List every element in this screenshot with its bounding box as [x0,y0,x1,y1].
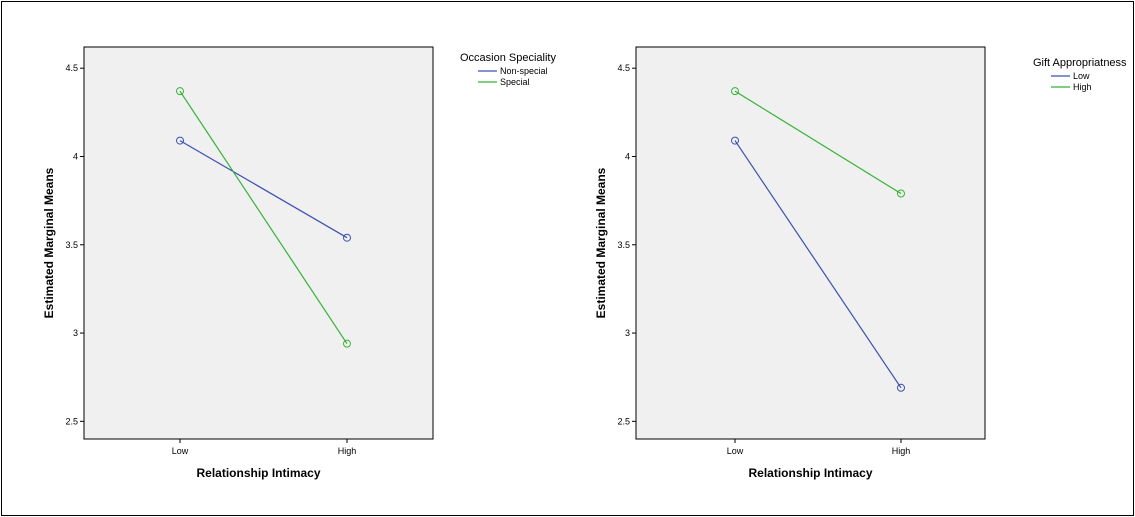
legend-label: Non-special [500,66,548,76]
data-point [731,87,739,96]
legend-title: Gift Appropriatness [1033,57,1127,69]
data-point [343,339,351,348]
y-axis-title: Estimated Marginal Means [42,167,56,318]
y-tick-label: 3.5 [617,240,630,250]
y-tick-label: 3 [73,328,78,338]
legend-label: Low [1073,71,1090,81]
y-tick-label: 2.5 [617,416,630,426]
data-point [176,87,184,96]
series-line-0 [179,140,348,239]
x-tick-label: Low [172,446,189,456]
series-line-0 [734,140,902,389]
y-tick-label: 4 [625,151,630,161]
x-axis-title: Relationship Intimacy [748,466,872,480]
series-line-1 [179,90,348,344]
x-tick-label: Low [727,446,744,456]
data-point [176,136,184,145]
chart-occasion-speciality: 2.5 3 3.5 4 4.5 Low High Relationship Intimacy E… [42,46,556,480]
data-point [343,233,351,242]
legend-label: High [1073,82,1092,92]
y-tick-label: 3 [625,328,630,338]
y-tick-label: 2.5 [65,416,78,426]
series-line-1 [734,90,902,195]
plot-area [635,46,986,440]
x-tick-label: High [892,446,911,456]
y-tick-label: 4.5 [65,63,78,73]
legend-label: Special [500,77,530,87]
y-tick-label: 3.5 [65,240,78,250]
legend-title: Occasion Speciality [460,52,556,64]
x-axis-title: Relationship Intimacy [196,466,320,480]
y-tick-label: 4 [73,151,78,161]
data-point [897,383,905,392]
data-point [897,189,905,198]
x-tick-label: High [338,446,357,456]
y-tick-label: 4.5 [617,63,630,73]
y-axis-title: Estimated Marginal Means [594,167,608,318]
data-point [731,136,739,145]
plot-area [83,46,434,440]
